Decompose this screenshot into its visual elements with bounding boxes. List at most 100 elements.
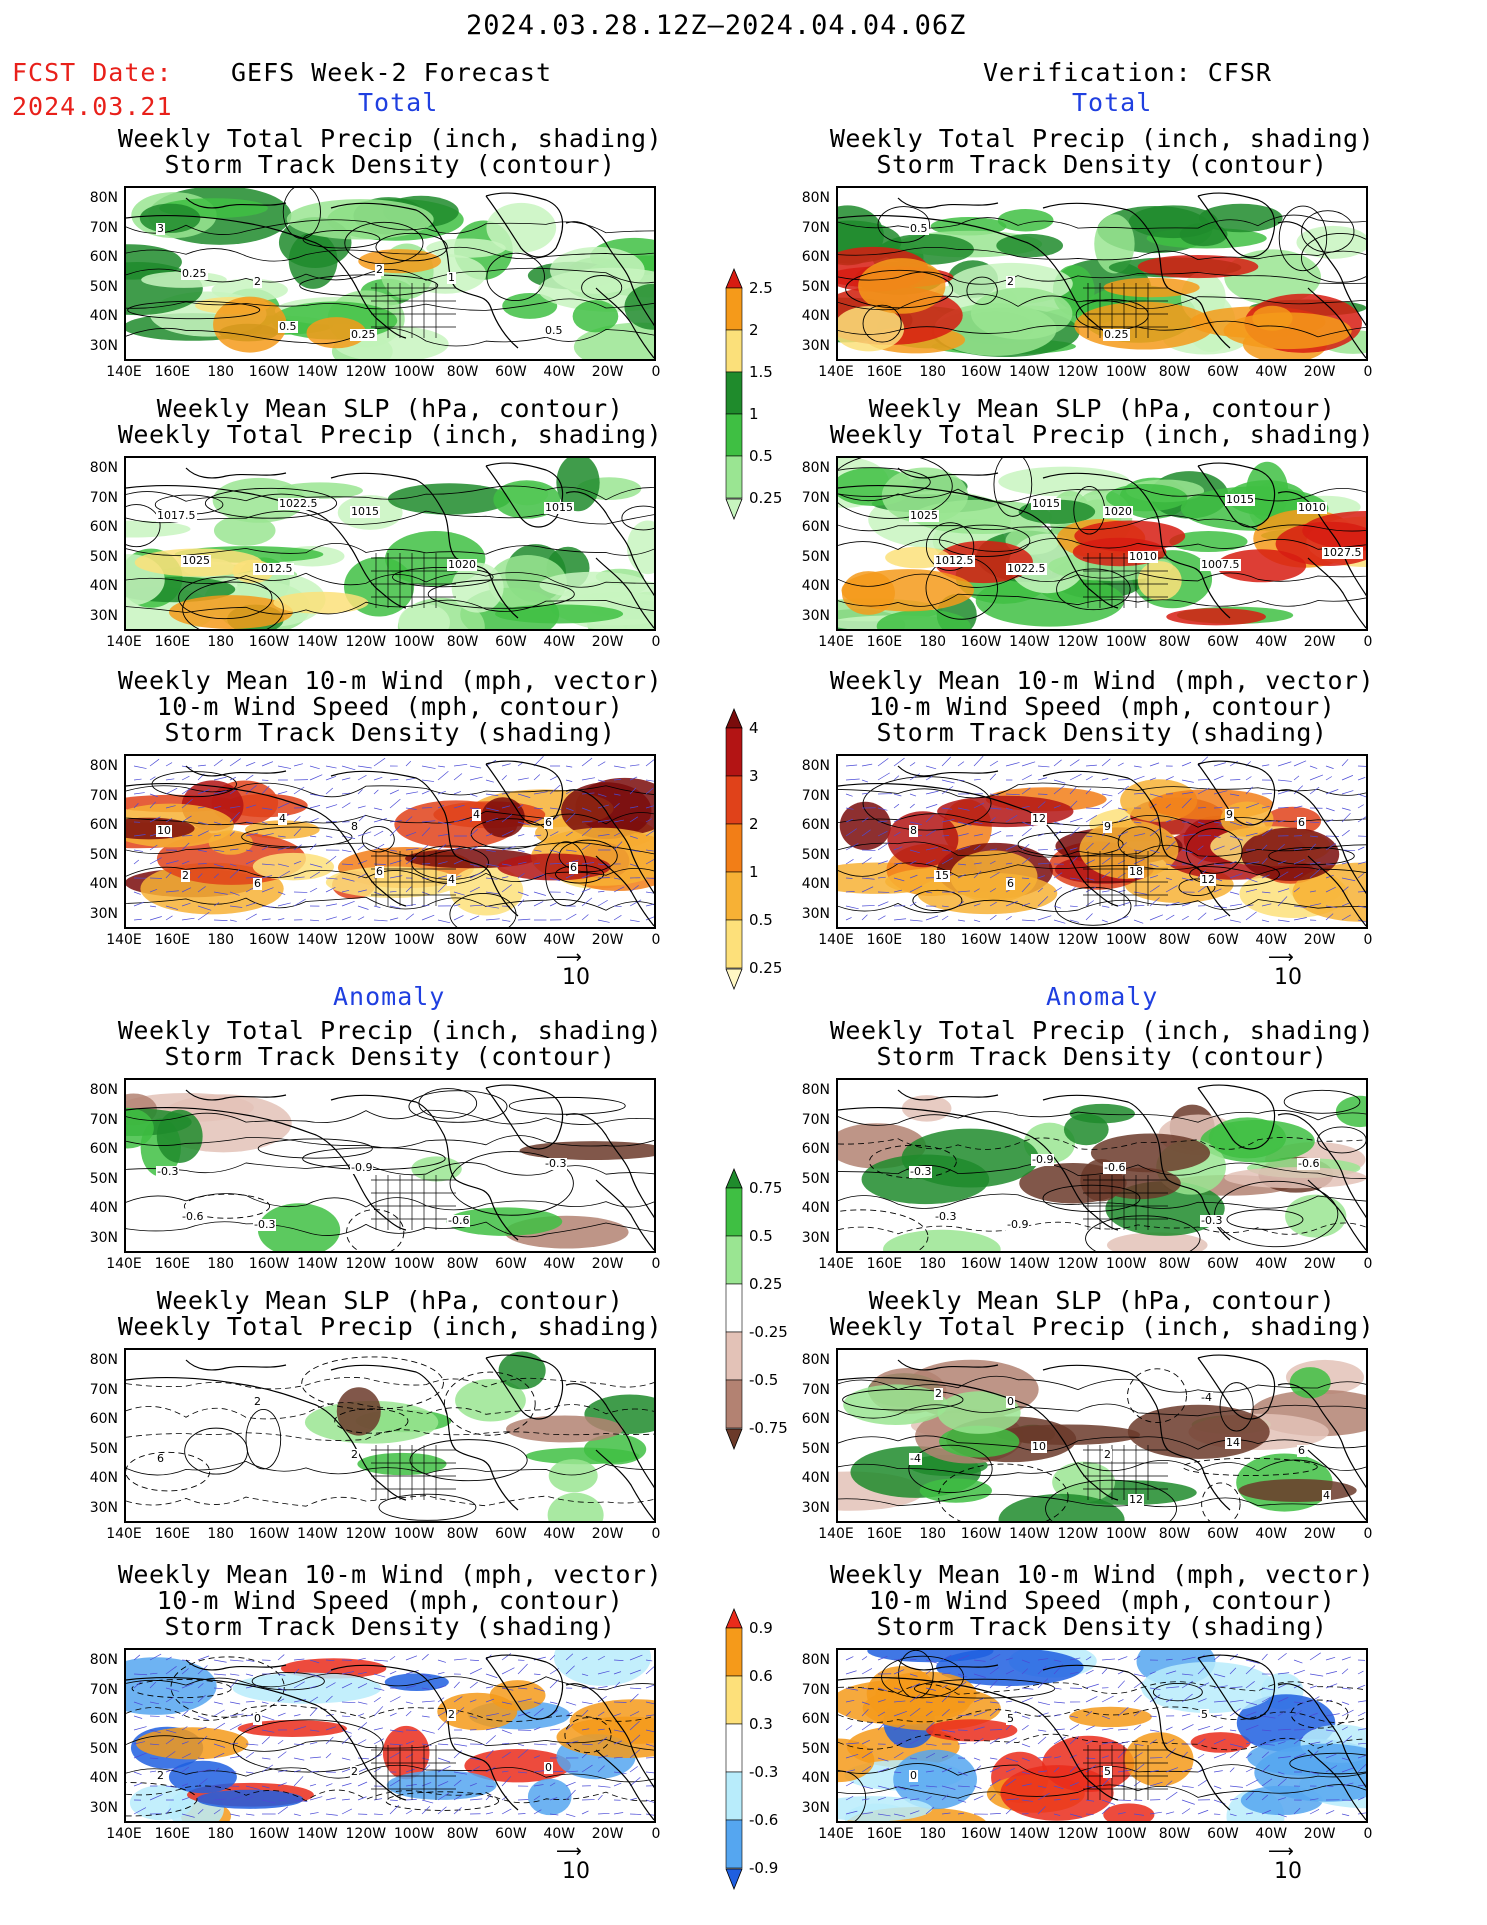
- contour-label: 3: [156, 222, 165, 235]
- colorbar-label: 2.5: [749, 279, 773, 297]
- lon-label: 160W: [960, 634, 1002, 650]
- colorbar-label: -0.3: [749, 1763, 779, 1781]
- lon-label: 140W: [1009, 1826, 1050, 1842]
- panel-title-line: Storm Track Density (shading): [876, 1612, 1328, 1641]
- contour-label: 1025: [909, 509, 939, 522]
- lat-label: 70N: [801, 219, 830, 236]
- lat-label: 40N: [801, 308, 830, 324]
- lat-label: 60N: [89, 249, 118, 265]
- lon-label: 40W: [543, 1526, 576, 1542]
- lat-label: 30N: [89, 337, 118, 354]
- lon-label: 60W: [1207, 932, 1239, 948]
- contour-label: 12: [1200, 873, 1216, 886]
- lon-label: 160W: [248, 1256, 290, 1272]
- colorbar-label: -0.25: [749, 1323, 788, 1341]
- lon-label: 20W: [1303, 932, 1336, 948]
- contour-label: 2: [253, 1395, 262, 1408]
- lon-label: 140W: [297, 1826, 338, 1842]
- lat-label: 50N: [89, 846, 118, 863]
- contour-label: 6: [253, 877, 262, 890]
- lon-label: 40W: [543, 634, 576, 650]
- vector-reference: ⟶ 10: [1268, 1843, 1302, 1885]
- lon-label: 20W: [591, 932, 624, 948]
- map-field: [126, 1084, 654, 1251]
- contour-label: 1015: [1031, 497, 1061, 510]
- lon-label: 80W: [1158, 1256, 1191, 1272]
- contour-label: 1022.5: [1006, 562, 1047, 575]
- lon-label: 60W: [1207, 1526, 1239, 1542]
- lon-label: 160W: [248, 1826, 290, 1842]
- lon-label: 180: [207, 932, 235, 948]
- lat-label: 80N: [801, 1652, 830, 1668]
- lon-label: 80W: [1158, 1526, 1191, 1542]
- map-field: [838, 1354, 1366, 1521]
- contour-label: 1015: [544, 501, 574, 514]
- lat-label: 60N: [89, 1141, 118, 1157]
- panel-title-line: Weekly Total Precip (inch, shading): [829, 124, 1375, 153]
- map-field: [126, 188, 654, 359]
- contour-label: 6: [375, 865, 384, 878]
- lon-label: 120W: [1057, 364, 1099, 380]
- colorbar-label: -0.75: [749, 1419, 788, 1437]
- contour-label: 2: [253, 275, 262, 288]
- lat-label: 50N: [801, 1740, 830, 1757]
- lat-label: 30N: [89, 607, 118, 624]
- lon-label: 80W: [1158, 634, 1191, 650]
- lat-label: 30N: [801, 607, 830, 624]
- panel-title-line: Storm Track Density (shading): [164, 718, 616, 747]
- lon-label: 160W: [960, 1256, 1002, 1272]
- lat-label: 70N: [89, 1681, 118, 1698]
- contour-label: 1012.5: [253, 562, 294, 575]
- lat-label: 70N: [801, 489, 830, 506]
- contour-label: 15: [934, 869, 950, 882]
- panel-title-line: Weekly Total Precip (inch, shading): [117, 1016, 663, 1045]
- contour-label: 0.5: [544, 324, 564, 337]
- contour-label: 1010: [1297, 501, 1327, 514]
- panel-title-line: Weekly Total Precip (inch, shading): [829, 1016, 1375, 1045]
- colorbar-label: 4: [749, 719, 759, 737]
- lon-label: 40W: [543, 932, 576, 948]
- verification-map-wind-anom: 0 5 5 5: [836, 1648, 1368, 1823]
- lat-label: 40N: [89, 578, 118, 594]
- panel-title: Weekly Mean SLP (hPa, contour) Weekly Tot…: [796, 1288, 1408, 1340]
- contour-label: -4: [1200, 1391, 1213, 1404]
- lat-label: 70N: [89, 489, 118, 506]
- lon-label: 100W: [1105, 932, 1147, 948]
- lat-label: 50N: [801, 278, 830, 295]
- lon-label: 80W: [446, 634, 479, 650]
- lon-label: 20W: [591, 364, 624, 380]
- lon-label: 120W: [1057, 1826, 1099, 1842]
- contour-label: 2: [156, 1769, 165, 1782]
- contour-label: 0.25: [181, 267, 208, 280]
- contour-label: 1022.5: [278, 497, 319, 510]
- contour-label: -0.9: [1031, 1153, 1055, 1166]
- lon-label: 100W: [393, 634, 435, 650]
- lat-label: 80N: [89, 460, 118, 476]
- lon-label: 120W: [345, 1826, 387, 1842]
- vector-reference: ⟶ 10: [1268, 949, 1302, 991]
- lat-label: 60N: [801, 1141, 830, 1157]
- lon-label: 120W: [345, 634, 387, 650]
- lat-label: 80N: [89, 190, 118, 206]
- contour-label: 0.5: [909, 222, 929, 235]
- lat-label: 40N: [89, 1770, 118, 1786]
- panel-title-line: Weekly Mean 10-m Wind (mph, vector): [829, 666, 1375, 695]
- lat-label: 50N: [801, 548, 830, 565]
- lat-label: 50N: [801, 1170, 830, 1187]
- lon-label: 40W: [1255, 932, 1288, 948]
- lon-label: 20W: [1303, 1826, 1336, 1842]
- lon-label: 40W: [543, 1826, 576, 1842]
- contour-label: 0: [1006, 1395, 1015, 1408]
- colorbar-label: 2: [749, 815, 759, 833]
- contour-label: 9: [1103, 820, 1112, 833]
- contour-label: 2: [350, 1448, 359, 1461]
- contour-label: 8: [909, 824, 918, 837]
- contour-label: 1027.5: [1322, 546, 1363, 559]
- panel-title-line: Weekly Mean 10-m Wind (mph, vector): [117, 666, 663, 695]
- lon-label: 100W: [393, 1826, 435, 1842]
- contour-label: 1020: [1103, 505, 1133, 518]
- verification-map-precip-total: 0.5 2 0.25: [836, 186, 1368, 361]
- lon-label: 0: [651, 634, 661, 650]
- lon-label: 0: [1363, 1526, 1373, 1542]
- contour-label: 14: [1225, 1436, 1241, 1449]
